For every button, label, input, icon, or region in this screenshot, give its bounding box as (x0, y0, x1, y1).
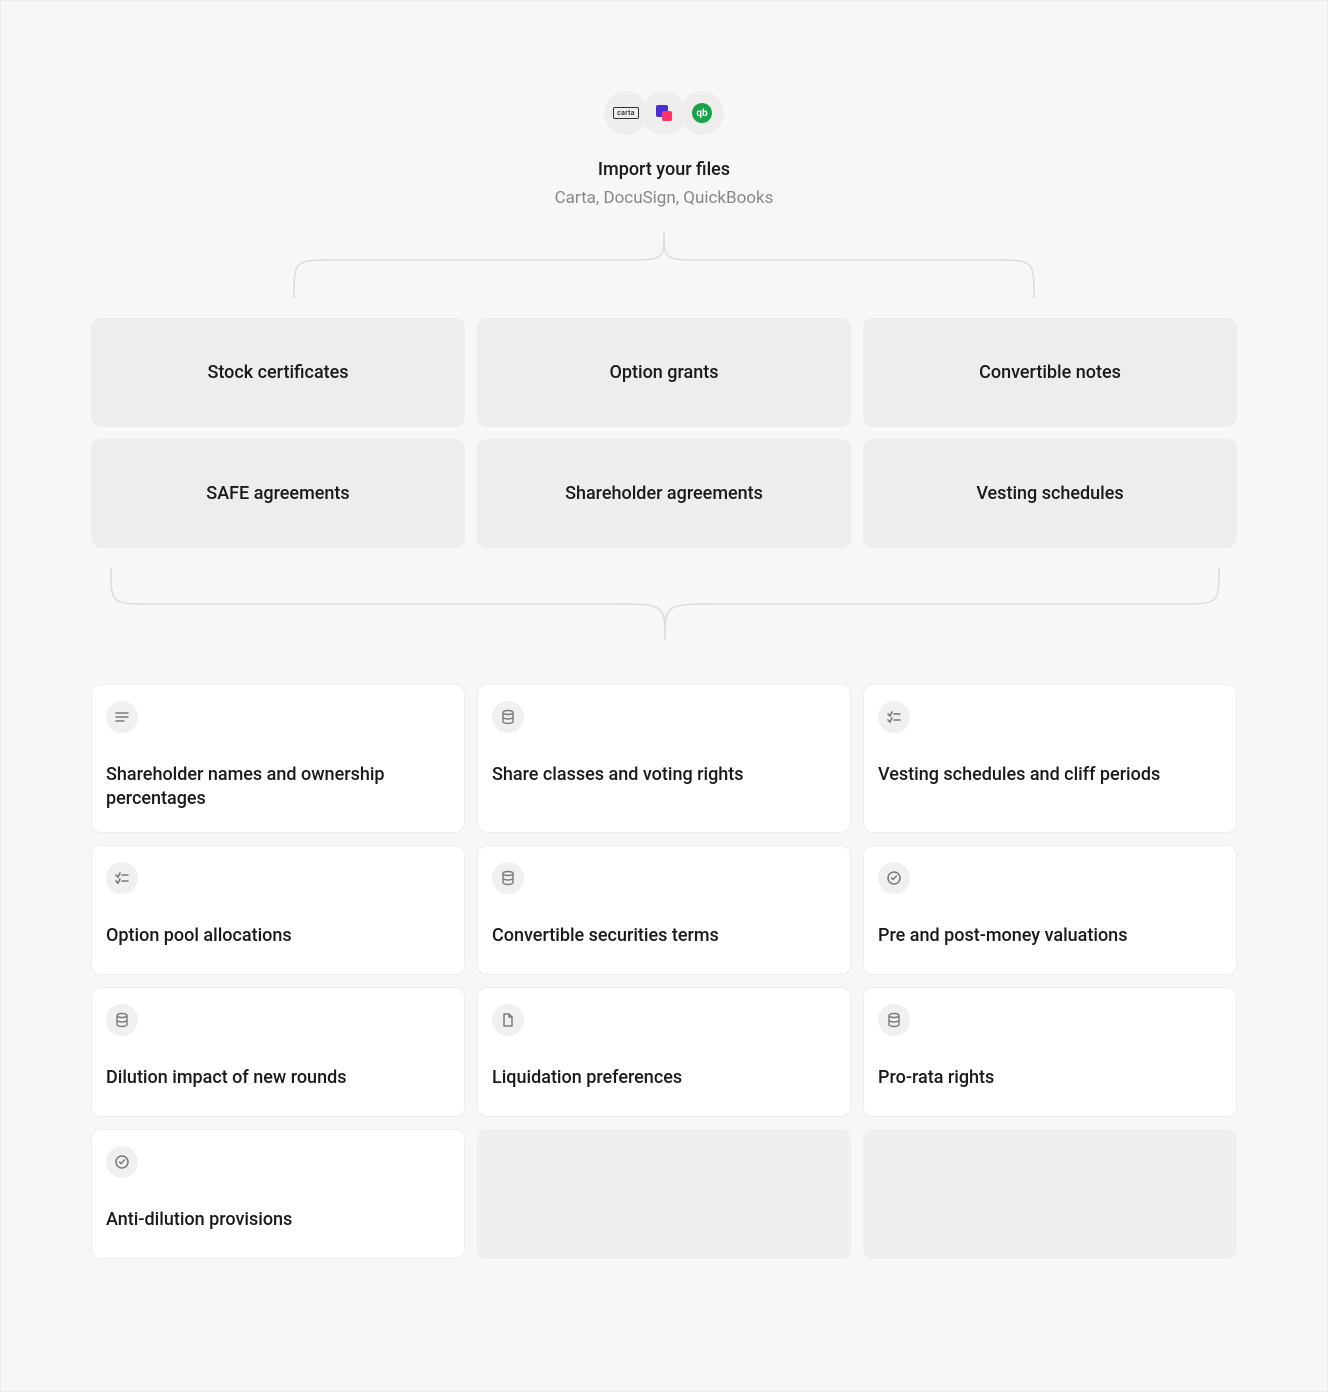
detail-card: Pre and post-money valuations (863, 845, 1237, 975)
doc-card: SAFE agreements (91, 439, 465, 548)
detail-label: Pre and post-money valuations (878, 924, 1222, 948)
doc-card: Vesting schedules (863, 439, 1237, 548)
doc-label: Option grants (609, 362, 718, 383)
detail-card: Dilution impact of new rounds (91, 987, 465, 1117)
detail-card: Vesting schedules and cliff periods (863, 684, 1237, 833)
quickbooks-label: qb (692, 103, 712, 123)
detail-card: Option pool allocations (91, 845, 465, 975)
document-types-grid: Stock certificates Option grants Convert… (91, 318, 1237, 548)
import-header: carta qb Import your files Carta, DocuSi… (91, 91, 1237, 208)
database-icon (106, 1004, 138, 1036)
doc-card: Stock certificates (91, 318, 465, 427)
integration-icons: carta qb (604, 91, 724, 135)
doc-label: Convertible notes (979, 362, 1121, 383)
detail-card: Convertible securities terms (477, 845, 851, 975)
carta-label: carta (613, 107, 639, 119)
checklist-icon (106, 862, 138, 894)
checklist-icon (878, 701, 910, 733)
bracket-top (274, 232, 1054, 302)
detail-label: Convertible securities terms (492, 924, 836, 948)
check-circle-icon (106, 1146, 138, 1178)
doc-label: Vesting schedules (976, 483, 1123, 504)
file-icon (492, 1004, 524, 1036)
detail-label: Option pool allocations (106, 924, 450, 948)
detail-label: Share classes and voting rights (492, 763, 836, 787)
doc-label: Stock certificates (207, 362, 348, 383)
database-icon (492, 701, 524, 733)
doc-card: Shareholder agreements (477, 439, 851, 548)
detail-label: Vesting schedules and cliff periods (878, 763, 1222, 787)
bracket-bottom (91, 564, 1239, 644)
detail-label: Anti-dilution provisions (106, 1208, 450, 1232)
check-circle-icon (878, 862, 910, 894)
database-icon (878, 1004, 910, 1036)
detail-card: Shareholder names and ownership percenta… (91, 684, 465, 833)
detail-card-empty (863, 1129, 1237, 1259)
detail-label: Dilution impact of new rounds (106, 1066, 450, 1090)
detail-card-empty (477, 1129, 851, 1259)
doc-label: Shareholder agreements (565, 483, 763, 504)
detail-card: Anti-dilution provisions (91, 1129, 465, 1259)
doc-card: Convertible notes (863, 318, 1237, 427)
quickbooks-icon: qb (680, 91, 724, 135)
database-icon (492, 862, 524, 894)
doc-label: SAFE agreements (206, 483, 349, 504)
list-icon (106, 701, 138, 733)
extracted-details-grid: Shareholder names and ownership percenta… (91, 684, 1237, 1259)
detail-label: Liquidation preferences (492, 1066, 836, 1090)
detail-label: Pro-rata rights (878, 1066, 1222, 1090)
import-title: Import your files (598, 159, 730, 180)
detail-card: Pro-rata rights (863, 987, 1237, 1117)
detail-card: Liquidation preferences (477, 987, 851, 1117)
doc-card: Option grants (477, 318, 851, 427)
detail-card: Share classes and voting rights (477, 684, 851, 833)
import-subtitle: Carta, DocuSign, QuickBooks (555, 188, 774, 208)
detail-label: Shareholder names and ownership percenta… (106, 763, 450, 812)
